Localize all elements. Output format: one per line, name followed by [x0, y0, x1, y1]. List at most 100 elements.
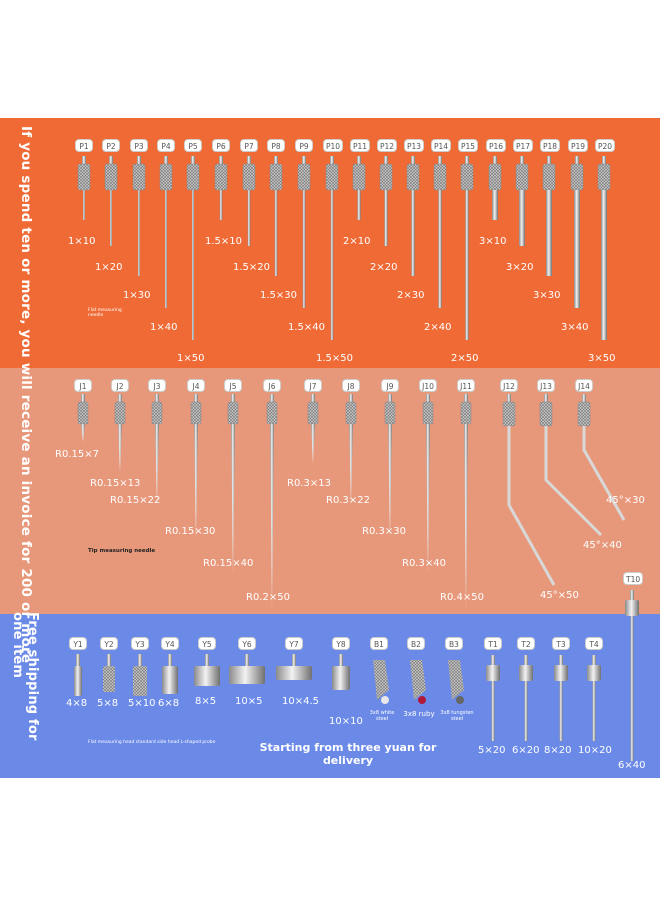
- probe-t2-collar: [519, 665, 533, 681]
- needle-j13-shaft: [544, 426, 603, 537]
- head-y2-thread: [107, 654, 111, 666]
- tag-p12: P12: [377, 139, 398, 152]
- needle-j2-head: [114, 401, 126, 425]
- needle-j12-thread: [507, 394, 511, 402]
- label-t3: 8×20: [544, 745, 572, 756]
- label-j11: R0.4×50: [440, 592, 484, 603]
- label-y2: 5×8: [97, 698, 119, 709]
- label-j8: R0.3×22: [326, 495, 370, 506]
- needle-j3-thread: [155, 394, 159, 402]
- label-y8: 10×10: [329, 716, 363, 727]
- needle-p4-thread: [164, 156, 168, 164]
- label-t2: 6×20: [512, 745, 540, 756]
- needle-j5-tip: [231, 424, 235, 574]
- tag-j4: J4: [187, 379, 205, 392]
- needle-p2-shaft: [110, 190, 112, 246]
- needle-j1-head: [77, 401, 89, 425]
- probe-t5-shaft: [630, 616, 634, 761]
- needle-j10-thread: [426, 394, 430, 402]
- needle-j9-tip: [388, 424, 392, 539]
- needle-p18-thread: [547, 156, 551, 164]
- tag-p1: P1: [75, 139, 93, 152]
- tag-p7: P7: [240, 139, 258, 152]
- needle-j4-tip: [194, 424, 198, 539]
- needle-p2-head: [104, 163, 118, 191]
- needle-p17-head: [515, 163, 529, 191]
- tag-y7: Y7: [285, 637, 303, 650]
- needle-p19-thread: [575, 156, 579, 164]
- head-y4-thread: [168, 654, 172, 666]
- label-p1: 1×10: [68, 236, 96, 247]
- needle-p1-shaft: [83, 190, 85, 220]
- needle-j1-tip: [81, 424, 85, 442]
- needle-p17-thread: [520, 156, 524, 164]
- needle-p20-head: [597, 163, 611, 191]
- needle-p7-thread: [247, 156, 251, 164]
- needle-p5-shaft: [192, 190, 194, 340]
- needle-p2-thread: [109, 156, 113, 164]
- head-y8-body: [332, 666, 350, 690]
- label-j3: R0.15×22: [110, 495, 161, 506]
- needle-j6-head: [266, 401, 278, 425]
- tag-p3: P3: [130, 139, 148, 152]
- tag-t3: T3: [552, 637, 570, 650]
- needle-p19-shaft: [574, 190, 580, 308]
- tag-y5: Y5: [198, 637, 216, 650]
- label-p18: 3×30: [533, 290, 561, 301]
- needle-j5-thread: [231, 394, 235, 402]
- tag-p15: P15: [458, 139, 479, 152]
- needle-p8-head: [269, 163, 283, 191]
- probe-b2-body: [410, 660, 426, 700]
- label-j10: R0.3×40: [402, 558, 446, 569]
- needle-p12-shaft: [384, 190, 388, 246]
- head-y3-body: [133, 666, 147, 696]
- label-p4: 1×40: [150, 322, 178, 333]
- label-j4: R0.15×30: [165, 526, 216, 537]
- probe-t5-collar: [625, 600, 639, 616]
- needle-j14-head: [577, 401, 591, 427]
- needle-p15-head: [460, 163, 474, 191]
- label-y1: 4×8: [66, 698, 88, 709]
- tag-p8: P8: [267, 139, 285, 152]
- label-p5: 1×50: [177, 353, 205, 364]
- label-p13: 2×30: [397, 290, 425, 301]
- tag-j12: J12: [500, 379, 518, 392]
- label-y5: 8×5: [195, 696, 217, 707]
- tag-p20: P20: [595, 139, 616, 152]
- needle-p15-thread: [465, 156, 469, 164]
- needle-p8-shaft: [274, 190, 278, 276]
- tag-b2: B2: [407, 637, 425, 650]
- label-y3: 5×10: [128, 698, 156, 709]
- label-j1: R0.15×7: [55, 449, 99, 460]
- tag-j8: J8: [342, 379, 360, 392]
- needle-j4-thread: [194, 394, 198, 402]
- needle-p19-head: [570, 163, 584, 191]
- tag-p16: P16: [486, 139, 507, 152]
- tag-p14: P14: [431, 139, 452, 152]
- needle-j7-thread: [311, 394, 315, 402]
- needle-j13-thread: [544, 394, 548, 402]
- needle-j7-head: [307, 401, 319, 425]
- label-j7: R0.3×13: [287, 478, 331, 489]
- label-p7: 1.5×20: [233, 262, 271, 273]
- needle-j3-head: [151, 401, 163, 425]
- needle-p3-shaft: [138, 190, 140, 276]
- needle-p6-head: [214, 163, 228, 191]
- needle-p12-thread: [384, 156, 388, 164]
- tag-b1: B1: [370, 637, 388, 650]
- needle-p18-head: [542, 163, 556, 191]
- needle-j8-head: [345, 401, 357, 425]
- label-y6: 10×5: [235, 696, 263, 707]
- needle-j3-tip: [155, 424, 159, 504]
- probe-t3-collar: [554, 665, 568, 681]
- head-y1-body: [74, 666, 82, 696]
- label-j13: 45°×40: [583, 540, 622, 551]
- label-y4: 6×8: [158, 698, 180, 709]
- needle-p1-head: [77, 163, 91, 191]
- needle-j12-head: [502, 401, 516, 427]
- needle-p3-thread: [137, 156, 141, 164]
- needle-j14-thread: [582, 394, 586, 402]
- probe-t2-shaft: [524, 681, 528, 741]
- tag-y6: Y6: [238, 637, 256, 650]
